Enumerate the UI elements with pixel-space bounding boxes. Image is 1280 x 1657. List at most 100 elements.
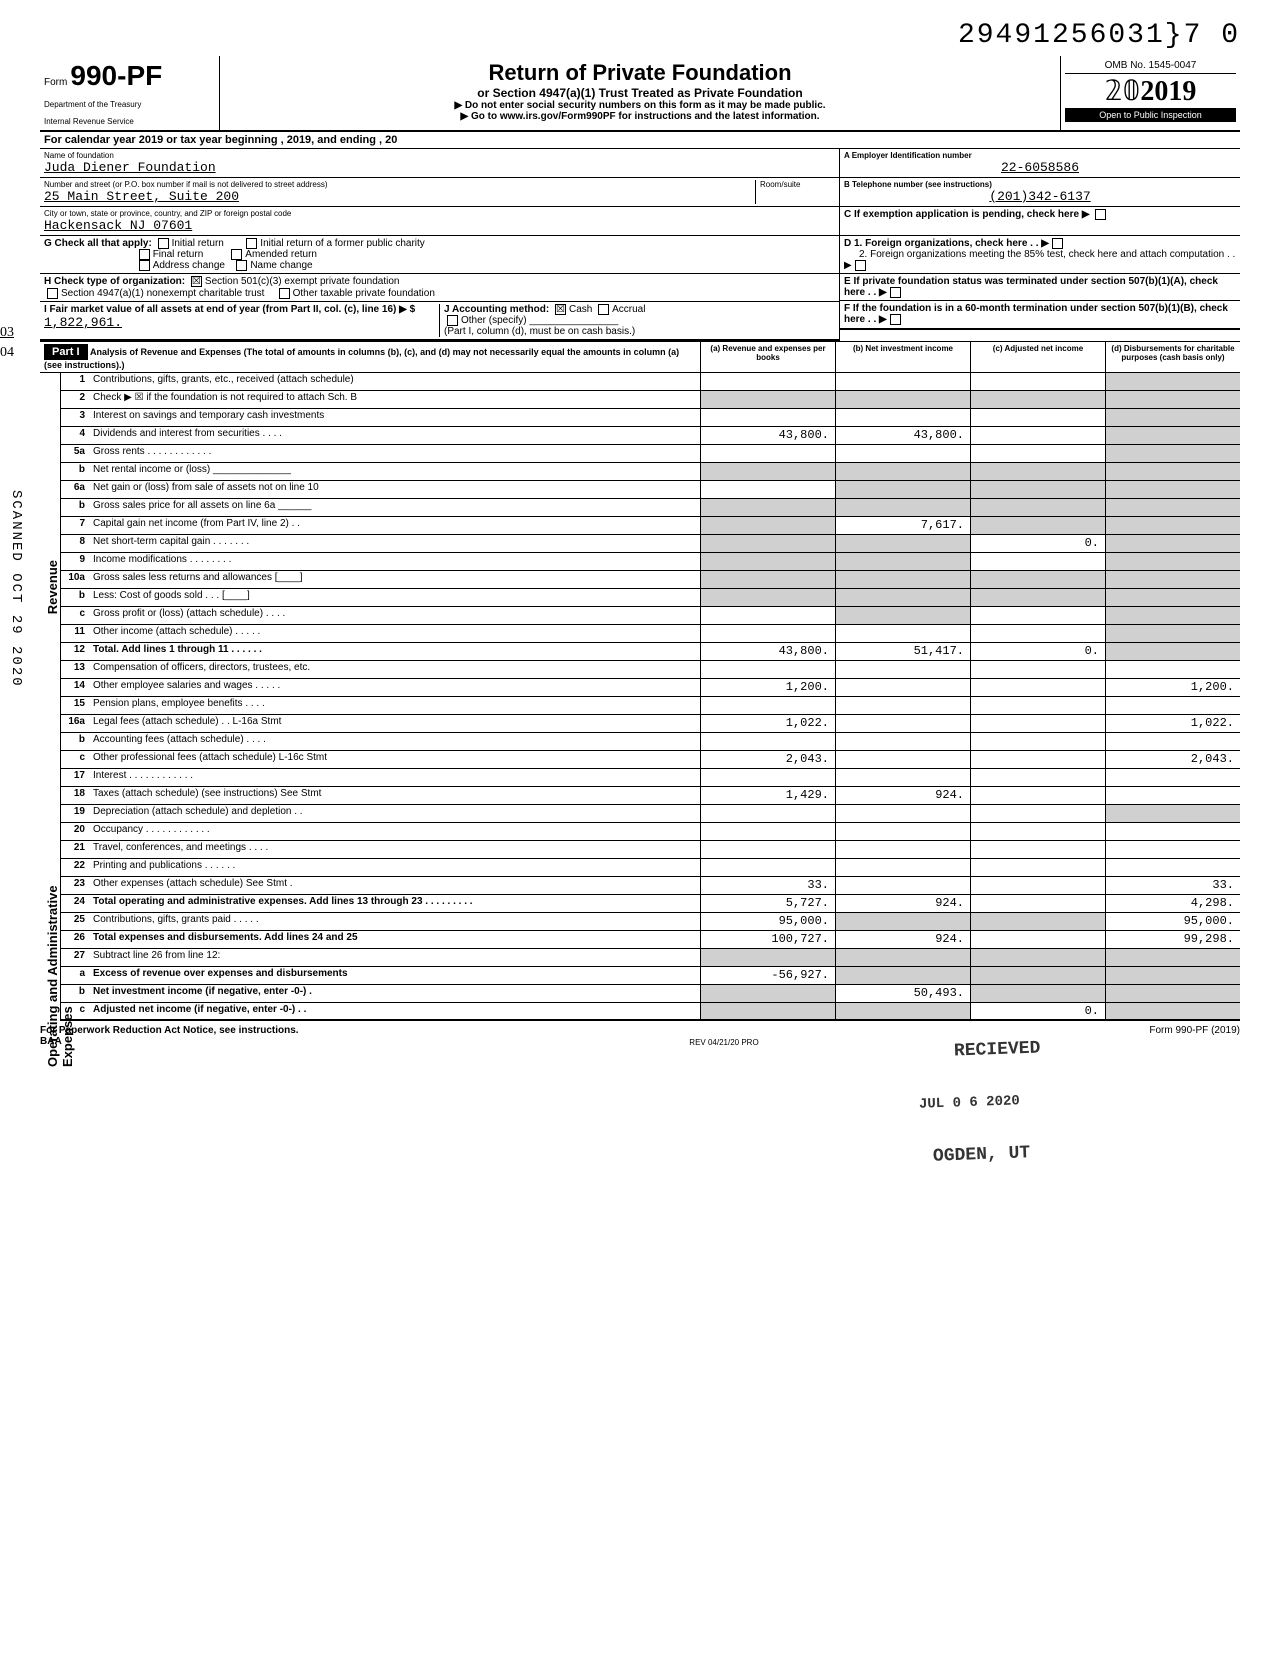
cell-col-d <box>1105 661 1240 678</box>
table-row: bAccounting fees (attach schedule) . . .… <box>61 733 1240 751</box>
title-box: Return of Private Foundation or Section … <box>220 56 1060 130</box>
paperwork-notice: For Paperwork Reduction Act Notice, see … <box>40 1025 299 1036</box>
row-number: 6a <box>61 481 89 498</box>
addr-label: Number and street (or P.O. box number if… <box>44 180 755 189</box>
cell-col-d <box>1105 697 1240 714</box>
row-number: 13 <box>61 661 89 678</box>
part1-table: 1Contributions, gifts, grants, etc., rec… <box>60 373 1240 1021</box>
checkbox-former[interactable] <box>246 238 257 249</box>
table-row: 12Total. Add lines 1 through 11 . . . . … <box>61 643 1240 661</box>
cell-col-c <box>970 985 1105 1002</box>
checkbox-amended[interactable] <box>231 249 242 260</box>
table-row: 25Contributions, gifts, grants paid . . … <box>61 913 1240 931</box>
cell-col-c <box>970 679 1105 696</box>
cell-col-c <box>970 787 1105 804</box>
cell-col-d <box>1105 949 1240 966</box>
row-label: Contributions, gifts, grants, etc., rece… <box>89 373 700 390</box>
cell-col-c <box>970 751 1105 768</box>
checkbox-501c3[interactable]: ☒ <box>191 276 202 287</box>
opt-final: Final return <box>153 249 204 260</box>
table-row: cAdjusted net income (if negative, enter… <box>61 1003 1240 1021</box>
d1-label: D 1. Foreign organizations, check here .… <box>844 238 1049 249</box>
checkbox-namechange[interactable] <box>236 260 247 271</box>
calendar-year-row: For calendar year 2019 or tax year begin… <box>40 132 1240 149</box>
section-f: F If the foundation is in a 60-month ter… <box>840 301 1240 329</box>
checkbox-final[interactable] <box>139 249 150 260</box>
checkbox-d1[interactable] <box>1052 238 1063 249</box>
table-row: 10aGross sales less returns and allowanc… <box>61 571 1240 589</box>
margin-03: 03 <box>0 325 14 341</box>
checkbox-accrual[interactable] <box>598 304 609 315</box>
opt-amended: Amended return <box>245 249 317 260</box>
checkbox-e[interactable] <box>890 287 901 298</box>
section-d: D 1. Foreign organizations, check here .… <box>840 236 1240 274</box>
row-label: Gross sales price for all assets on line… <box>89 499 700 516</box>
cell-col-a: 43,800. <box>700 643 835 660</box>
row-number: b <box>61 589 89 606</box>
section-g: G Check all that apply: Initial return I… <box>40 236 839 274</box>
row-label: Net gain or (loss) from sale of assets n… <box>89 481 700 498</box>
checkbox-other-method[interactable] <box>447 315 458 326</box>
checkbox-cash[interactable]: ☒ <box>555 304 566 315</box>
cell-col-c <box>970 967 1105 984</box>
checkbox-initial[interactable] <box>158 238 169 249</box>
checkbox-4947[interactable] <box>47 288 58 299</box>
opt-addrchange: Address change <box>153 260 225 271</box>
row-label: Adjusted net income (if negative, enter … <box>89 1003 700 1019</box>
i-value: 1,822,961. <box>44 315 122 330</box>
row-number: 8 <box>61 535 89 552</box>
cell-col-b <box>835 589 970 606</box>
row-label: Net short-term capital gain . . . . . . … <box>89 535 700 552</box>
cell-col-b <box>835 715 970 732</box>
cell-col-b <box>835 625 970 642</box>
checkbox-addrchange[interactable] <box>139 260 150 271</box>
checkbox-f[interactable] <box>890 314 901 325</box>
cell-col-d <box>1105 517 1240 534</box>
table-row: 5aGross rents . . . . . . . . . . . . <box>61 445 1240 463</box>
cell-col-a: 43,800. <box>700 427 835 444</box>
checkbox-other-pf[interactable] <box>279 288 290 299</box>
margin-04: 04 <box>0 345 14 361</box>
table-row: 22Printing and publications . . . . . . <box>61 859 1240 877</box>
part1-badge: Part I <box>44 344 88 360</box>
cell-col-d <box>1105 841 1240 858</box>
instruction-2: ▶ Go to www.irs.gov/Form990PF for instru… <box>230 111 1050 122</box>
cell-col-b <box>835 859 970 876</box>
cell-col-c <box>970 913 1105 930</box>
table-row: 16aLegal fees (attach schedule) . . L-16… <box>61 715 1240 733</box>
ein-value: 22-6058586 <box>844 160 1236 175</box>
table-row: 9Income modifications . . . . . . . . <box>61 553 1240 571</box>
cell-col-d <box>1105 733 1240 750</box>
cell-col-b <box>835 535 970 552</box>
checkbox-d2[interactable] <box>855 260 866 271</box>
table-row: bNet investment income (if negative, ent… <box>61 985 1240 1003</box>
cell-col-c <box>970 715 1105 732</box>
cell-col-a <box>700 481 835 498</box>
cell-col-c <box>970 697 1105 714</box>
part1-desc-cell: Part I Analysis of Revenue and Expenses … <box>40 342 700 372</box>
row-label: Gross sales less returns and allowances … <box>89 571 700 588</box>
cell-col-c <box>970 625 1105 642</box>
checkbox-c[interactable] <box>1095 209 1106 220</box>
cell-col-c <box>970 373 1105 390</box>
cell-col-b <box>835 733 970 750</box>
cell-col-a: 100,727. <box>700 931 835 948</box>
cell-col-c <box>970 607 1105 624</box>
cell-col-b <box>835 769 970 786</box>
dept-treasury: Department of the Treasury <box>44 100 215 109</box>
cell-col-b <box>835 481 970 498</box>
cell-col-b: 924. <box>835 895 970 912</box>
row-label: Less: Cost of goods sold . . . [____] <box>89 589 700 606</box>
row-label: Gross rents . . . . . . . . . . . . <box>89 445 700 462</box>
table-row: 2Check ▶ ☒ if the foundation is not requ… <box>61 391 1240 409</box>
row-label: Other employee salaries and wages . . . … <box>89 679 700 696</box>
cell-col-b <box>835 463 970 480</box>
cell-col-d <box>1105 823 1240 840</box>
row-label: Taxes (attach schedule) (see instruction… <box>89 787 700 804</box>
row-number: 2 <box>61 391 89 408</box>
cell-col-b <box>835 751 970 768</box>
opt-4947: Section 4947(a)(1) nonexempt charitable … <box>61 288 264 299</box>
cell-col-b <box>835 499 970 516</box>
table-row: 23Other expenses (attach schedule) See S… <box>61 877 1240 895</box>
part1-desc: Analysis of Revenue and Expenses (The to… <box>44 347 679 370</box>
